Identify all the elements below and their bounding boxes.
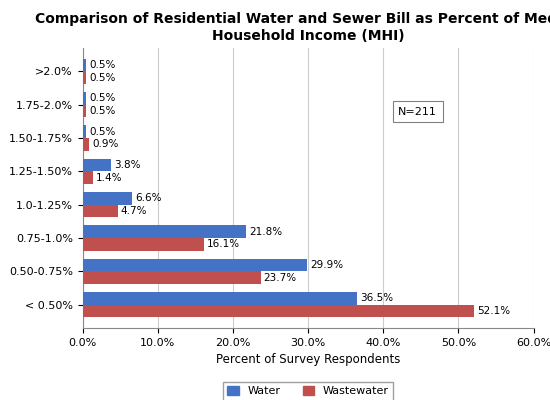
Text: 21.8%: 21.8%: [249, 227, 283, 237]
Text: 0.5%: 0.5%: [89, 106, 116, 116]
Bar: [82, 105, 86, 117]
Bar: [82, 205, 118, 217]
Text: 52.1%: 52.1%: [477, 306, 510, 316]
Text: 29.9%: 29.9%: [310, 260, 343, 270]
Text: 1.4%: 1.4%: [96, 173, 123, 183]
Text: 16.1%: 16.1%: [207, 239, 240, 249]
Bar: [82, 59, 86, 71]
Text: 23.7%: 23.7%: [263, 273, 297, 283]
Text: 36.5%: 36.5%: [360, 293, 393, 303]
Bar: [82, 92, 86, 105]
Bar: [82, 305, 474, 317]
Text: 4.7%: 4.7%: [121, 206, 147, 216]
Bar: [82, 138, 89, 151]
Text: 6.6%: 6.6%: [135, 193, 162, 203]
Y-axis label: Annual Bill as a Percent of MHI: Annual Bill as a Percent of MHI: [0, 98, 3, 278]
Bar: [82, 125, 86, 138]
Bar: [82, 259, 307, 271]
Legend: Water, Wastewater: Water, Wastewater: [223, 382, 393, 400]
Text: 0.5%: 0.5%: [89, 60, 116, 70]
X-axis label: Percent of Survey Respondents: Percent of Survey Respondents: [216, 353, 400, 366]
Bar: [82, 192, 132, 205]
Bar: [82, 225, 246, 238]
Bar: [82, 271, 261, 284]
Text: 0.5%: 0.5%: [89, 73, 116, 83]
Text: 3.8%: 3.8%: [114, 160, 141, 170]
Text: 0.9%: 0.9%: [92, 139, 119, 149]
Text: N=211: N=211: [398, 107, 437, 117]
Bar: [82, 71, 86, 84]
Bar: [82, 292, 357, 305]
Title: Comparison of Residential Water and Sewer Bill as Percent of Median
Household In: Comparison of Residential Water and Sewe…: [35, 12, 550, 43]
Bar: [82, 171, 93, 184]
Text: 0.5%: 0.5%: [89, 127, 116, 137]
Text: 0.5%: 0.5%: [89, 93, 116, 103]
Bar: [82, 159, 111, 171]
Bar: [82, 238, 204, 251]
